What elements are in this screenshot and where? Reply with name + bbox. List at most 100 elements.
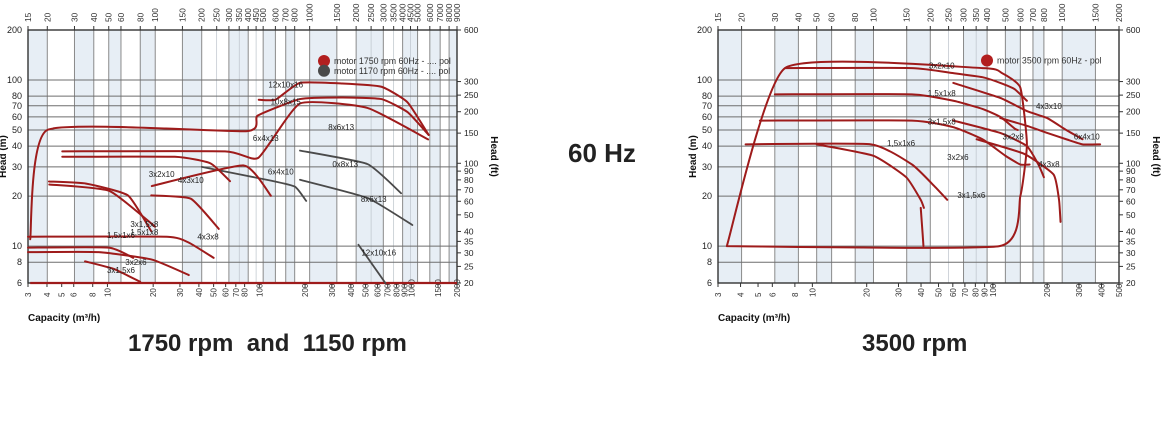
svg-text:250: 250 bbox=[1126, 90, 1141, 100]
svg-text:250: 250 bbox=[464, 90, 479, 100]
svg-text:500: 500 bbox=[258, 8, 268, 22]
svg-text:8: 8 bbox=[707, 257, 712, 267]
svg-text:80: 80 bbox=[702, 91, 712, 101]
svg-text:20: 20 bbox=[12, 191, 22, 201]
svg-text:150: 150 bbox=[1126, 128, 1141, 138]
svg-text:60: 60 bbox=[827, 12, 837, 22]
svg-text:8: 8 bbox=[89, 292, 98, 297]
svg-text:1500: 1500 bbox=[434, 279, 443, 297]
svg-text:50: 50 bbox=[935, 288, 944, 297]
svg-text:60: 60 bbox=[116, 12, 126, 22]
svg-text:150: 150 bbox=[177, 8, 187, 22]
svg-text:100: 100 bbox=[697, 75, 712, 85]
svg-text:200: 200 bbox=[925, 8, 935, 22]
svg-text:6x4x13: 6x4x13 bbox=[253, 134, 279, 143]
svg-text:500: 500 bbox=[362, 283, 371, 297]
svg-text:3x2x8: 3x2x8 bbox=[1003, 132, 1025, 141]
svg-text:4: 4 bbox=[43, 292, 52, 297]
svg-text:50: 50 bbox=[812, 12, 822, 22]
svg-text:50: 50 bbox=[12, 125, 22, 135]
svg-text:3000: 3000 bbox=[378, 3, 388, 22]
svg-text:60: 60 bbox=[464, 196, 474, 206]
svg-text:600: 600 bbox=[1126, 25, 1141, 35]
svg-text:100: 100 bbox=[868, 8, 878, 22]
svg-text:10: 10 bbox=[103, 288, 112, 297]
svg-text:1500: 1500 bbox=[1090, 3, 1100, 22]
svg-text:80: 80 bbox=[1126, 175, 1136, 185]
svg-text:Head (ft): Head (ft) bbox=[488, 136, 499, 177]
svg-text:6: 6 bbox=[17, 278, 22, 288]
svg-text:40: 40 bbox=[702, 141, 712, 151]
svg-text:35: 35 bbox=[464, 236, 474, 246]
svg-text:40: 40 bbox=[917, 288, 926, 297]
svg-text:60: 60 bbox=[1126, 196, 1136, 206]
svg-text:2000: 2000 bbox=[1114, 3, 1124, 22]
svg-text:3: 3 bbox=[24, 292, 33, 297]
svg-text:4x3x8: 4x3x8 bbox=[197, 232, 219, 241]
svg-text:motor 1170 rpm 60Hz - .... p: motor 1170 rpm 60Hz - .... pol bbox=[334, 66, 450, 76]
svg-text:8x6x13: 8x6x13 bbox=[361, 195, 387, 204]
svg-text:10: 10 bbox=[702, 241, 712, 251]
svg-text:20: 20 bbox=[42, 12, 52, 22]
svg-text:600: 600 bbox=[270, 8, 280, 22]
svg-text:200: 200 bbox=[697, 25, 712, 35]
svg-text:800: 800 bbox=[1039, 8, 1049, 22]
svg-text:60: 60 bbox=[12, 112, 22, 122]
svg-text:2000: 2000 bbox=[453, 279, 462, 297]
svg-text:15: 15 bbox=[23, 12, 33, 22]
svg-text:6x4x10: 6x4x10 bbox=[268, 167, 294, 176]
svg-text:3x1,5x8: 3x1,5x8 bbox=[130, 220, 159, 229]
svg-text:10: 10 bbox=[12, 241, 22, 251]
svg-text:20: 20 bbox=[863, 288, 872, 297]
svg-text:30: 30 bbox=[69, 12, 79, 22]
svg-text:350: 350 bbox=[971, 8, 981, 22]
svg-text:9000: 9000 bbox=[452, 3, 462, 22]
svg-text:70: 70 bbox=[232, 288, 241, 297]
svg-text:3x2x10: 3x2x10 bbox=[929, 62, 955, 71]
svg-text:100: 100 bbox=[7, 75, 22, 85]
svg-text:70: 70 bbox=[961, 288, 970, 297]
svg-text:25: 25 bbox=[464, 261, 474, 271]
svg-text:12x10x16: 12x10x16 bbox=[361, 248, 396, 257]
svg-text:30: 30 bbox=[770, 12, 780, 22]
svg-text:8: 8 bbox=[791, 292, 800, 297]
svg-text:150: 150 bbox=[464, 128, 479, 138]
svg-text:40: 40 bbox=[464, 226, 474, 236]
svg-text:70: 70 bbox=[1126, 185, 1136, 195]
svg-text:1000: 1000 bbox=[407, 279, 416, 297]
svg-text:6: 6 bbox=[768, 292, 777, 297]
svg-text:3x2x6: 3x2x6 bbox=[947, 153, 969, 162]
svg-text:5000: 5000 bbox=[413, 3, 423, 22]
svg-text:50: 50 bbox=[210, 288, 219, 297]
svg-text:3x2x10: 3x2x10 bbox=[149, 170, 175, 179]
svg-text:30: 30 bbox=[1126, 248, 1136, 258]
svg-text:200: 200 bbox=[464, 107, 479, 117]
svg-text:4x3x10: 4x3x10 bbox=[1036, 102, 1062, 111]
svg-text:Head (m): Head (m) bbox=[0, 135, 9, 178]
svg-text:30: 30 bbox=[176, 288, 185, 297]
svg-text:40: 40 bbox=[793, 12, 803, 22]
svg-text:50: 50 bbox=[464, 210, 474, 220]
svg-text:5: 5 bbox=[58, 292, 67, 297]
svg-text:3x1,5x8: 3x1,5x8 bbox=[928, 117, 957, 126]
svg-text:Head (ft): Head (ft) bbox=[1150, 136, 1161, 177]
svg-text:30: 30 bbox=[894, 288, 903, 297]
svg-text:200: 200 bbox=[7, 25, 22, 35]
svg-text:700: 700 bbox=[384, 283, 393, 297]
svg-text:80: 80 bbox=[971, 288, 980, 297]
svg-text:400: 400 bbox=[982, 8, 992, 22]
svg-text:0x8x13: 0x8x13 bbox=[332, 160, 358, 169]
svg-text:700: 700 bbox=[1028, 8, 1038, 22]
svg-text:40: 40 bbox=[1126, 226, 1136, 236]
svg-text:100: 100 bbox=[150, 8, 160, 22]
svg-text:40: 40 bbox=[89, 12, 99, 22]
svg-text:200: 200 bbox=[197, 8, 207, 22]
svg-text:60: 60 bbox=[949, 288, 958, 297]
svg-text:80: 80 bbox=[135, 12, 145, 22]
svg-text:1,5x1x8: 1,5x1x8 bbox=[928, 89, 957, 98]
svg-text:150: 150 bbox=[902, 8, 912, 22]
svg-text:200: 200 bbox=[301, 283, 310, 297]
svg-text:500: 500 bbox=[1000, 8, 1010, 22]
svg-text:6000: 6000 bbox=[425, 3, 435, 22]
svg-text:40: 40 bbox=[195, 288, 204, 297]
